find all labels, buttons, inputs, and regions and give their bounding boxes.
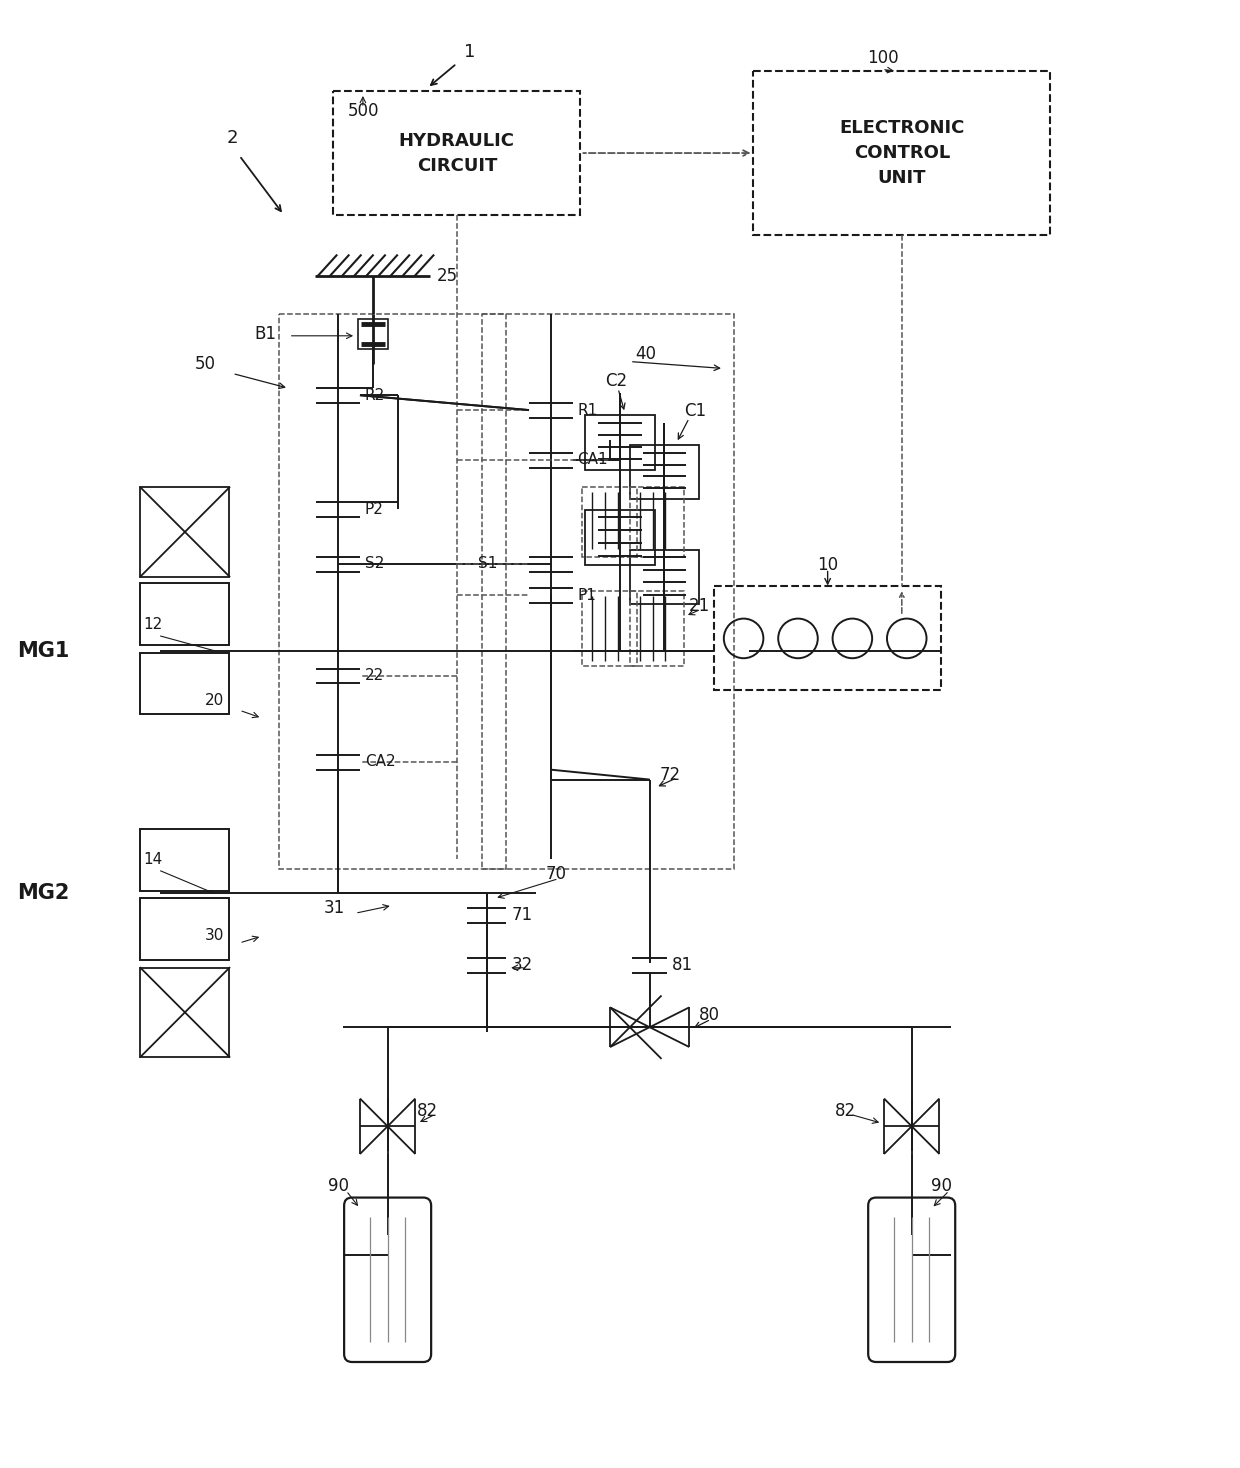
Text: 22: 22: [365, 668, 384, 683]
Text: 30: 30: [205, 928, 224, 942]
Bar: [140, 487, 229, 577]
Text: S2: S2: [365, 556, 384, 571]
Text: 71: 71: [511, 906, 532, 925]
Text: 2: 2: [227, 129, 238, 147]
Text: P1: P1: [578, 587, 596, 603]
Text: 12: 12: [144, 617, 162, 633]
Bar: [585, 415, 655, 470]
Text: 72: 72: [660, 766, 681, 784]
Text: 80: 80: [699, 1006, 720, 1025]
Text: R1: R1: [578, 402, 598, 417]
Text: 21: 21: [689, 597, 711, 615]
Bar: [140, 898, 229, 960]
Bar: [279, 314, 506, 869]
Text: ELECTRONIC
CONTROL
UNIT: ELECTRONIC CONTROL UNIT: [839, 119, 965, 186]
Text: 50: 50: [195, 355, 216, 373]
Text: C1: C1: [684, 402, 707, 420]
Text: 31: 31: [324, 900, 345, 918]
Text: 90: 90: [329, 1177, 350, 1195]
Text: HYDRAULIC
CIRCUIT: HYDRAULIC CIRCUIT: [399, 132, 515, 175]
Text: 70: 70: [546, 865, 567, 882]
Bar: [630, 549, 699, 605]
Text: B1: B1: [254, 324, 277, 344]
Text: 81: 81: [671, 956, 693, 973]
Text: C2: C2: [605, 373, 627, 390]
Bar: [630, 487, 684, 556]
Text: S1: S1: [477, 556, 497, 571]
Text: 20: 20: [205, 693, 224, 708]
Bar: [585, 511, 655, 565]
Text: R2: R2: [365, 388, 386, 402]
Text: 82: 82: [418, 1102, 439, 1120]
Bar: [140, 967, 229, 1057]
Text: MG1: MG1: [17, 642, 69, 661]
Text: 82: 82: [835, 1102, 856, 1120]
Bar: [140, 829, 229, 891]
Bar: [334, 91, 580, 214]
Text: 1: 1: [464, 43, 475, 60]
Text: 40: 40: [635, 345, 656, 363]
Bar: [140, 653, 229, 715]
Text: P2: P2: [365, 502, 383, 517]
Text: 100: 100: [867, 50, 899, 68]
Bar: [630, 445, 699, 499]
Bar: [583, 487, 637, 556]
Text: 32: 32: [511, 956, 532, 973]
Text: 10: 10: [817, 555, 838, 574]
Text: 25: 25: [436, 267, 459, 285]
Text: CA1: CA1: [578, 452, 608, 467]
Bar: [630, 592, 684, 665]
Bar: [481, 314, 734, 869]
Text: 90: 90: [931, 1177, 952, 1195]
Text: 500: 500: [348, 101, 379, 120]
Bar: [140, 583, 229, 644]
Bar: [754, 72, 1050, 235]
Bar: [714, 586, 941, 690]
Bar: [358, 319, 388, 349]
Text: 14: 14: [144, 851, 162, 866]
Bar: [583, 592, 637, 665]
Text: MG2: MG2: [17, 884, 69, 903]
Text: CA2: CA2: [365, 755, 396, 769]
